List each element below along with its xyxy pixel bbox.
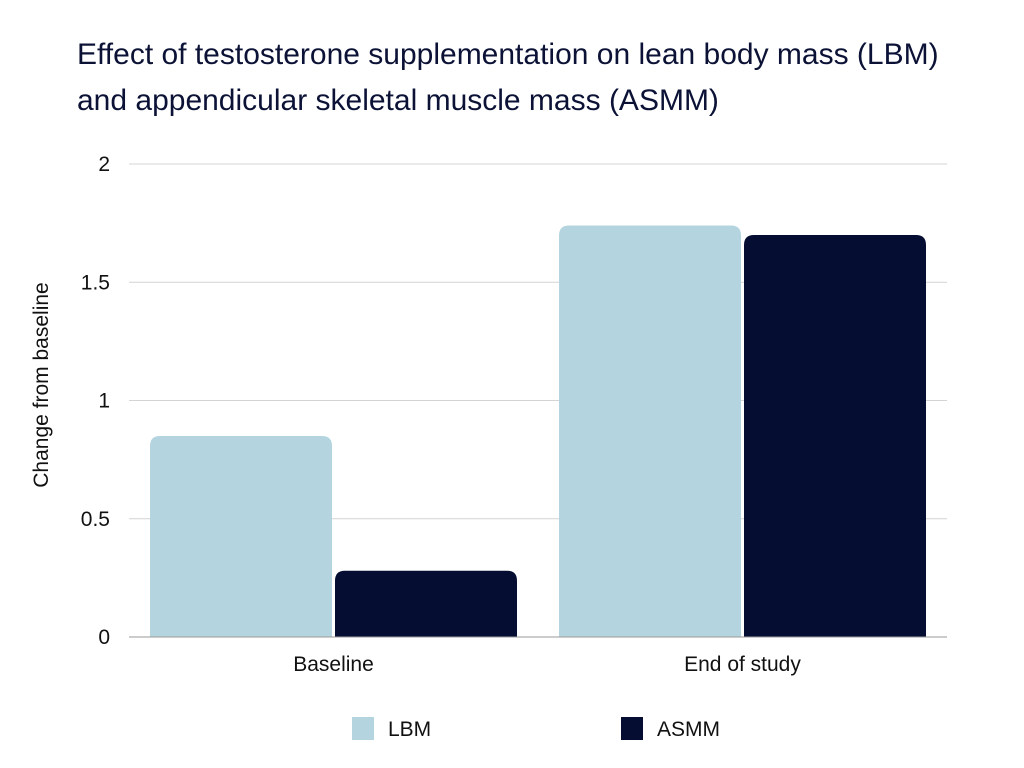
legend-swatch <box>352 717 374 740</box>
legend-swatch <box>621 717 643 740</box>
legend-label: LBM <box>388 718 431 741</box>
bar-lbm-baseline <box>150 435 332 637</box>
legend-item-lbm: LBM <box>352 717 431 741</box>
bars <box>150 225 926 638</box>
legend-item-asmm: ASMM <box>621 717 720 741</box>
y-tick-label: 2 <box>98 153 110 176</box>
x-tick-label: Baseline <box>293 653 374 676</box>
y-tick-label: 0 <box>98 626 110 649</box>
y-axis-ticks: 0 0.5 1 1.5 2 <box>81 153 110 649</box>
legend: LBM ASMM <box>352 717 720 741</box>
bar-asmm-end-of-study <box>744 234 926 637</box>
x-axis-ticks: Baseline End of study <box>293 653 801 676</box>
bar-asmm-baseline <box>335 570 517 637</box>
y-axis-title: Change from baseline <box>30 282 53 487</box>
y-tick-label: 1.5 <box>81 271 110 294</box>
bar-lbm-end-of-study <box>559 225 741 638</box>
y-tick-label: 1 <box>98 390 110 413</box>
legend-label: ASMM <box>657 718 720 741</box>
chart-title: Effect of testosterone supplementation o… <box>77 38 939 117</box>
x-tick-label: End of study <box>684 653 801 676</box>
y-tick-label: 0.5 <box>81 508 110 531</box>
